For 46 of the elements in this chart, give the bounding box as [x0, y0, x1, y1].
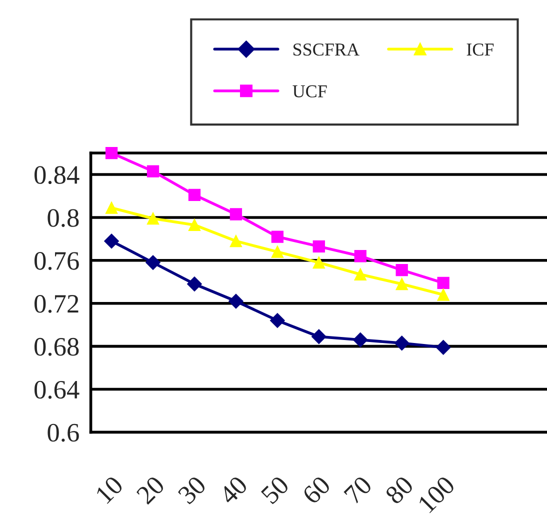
x-tick-label: 60: [302, 475, 332, 505]
point: [312, 256, 325, 269]
point: [270, 313, 285, 328]
x-tick-label: 20: [136, 475, 166, 505]
x-tick-label: 50: [260, 475, 290, 505]
point: [354, 250, 366, 262]
point: [396, 278, 408, 290]
point: [105, 146, 118, 160]
x-tick-label: 100: [418, 475, 456, 514]
point: [312, 329, 326, 344]
y-tick-label: 0.64: [34, 380, 80, 399]
point: [230, 235, 242, 248]
legend-label: SSCFRA: [293, 44, 360, 56]
point: [437, 288, 450, 301]
point: [271, 230, 284, 243]
point: [312, 240, 325, 253]
point: [436, 340, 451, 355]
point: [104, 234, 119, 248]
x-tick-label: 10: [95, 475, 124, 504]
point: [187, 276, 202, 292]
y-tick-label: 0.76: [34, 252, 79, 270]
point: [271, 246, 284, 258]
point: [354, 268, 366, 280]
point: [352, 332, 368, 348]
point: [394, 336, 410, 350]
point: [228, 294, 244, 309]
legend-label: UCF: [292, 85, 327, 98]
point: [188, 188, 201, 201]
point: [146, 165, 160, 178]
point: [396, 264, 408, 276]
point: [105, 202, 118, 214]
point: [146, 212, 160, 225]
y-tick-label: 0.72: [34, 294, 78, 313]
y-tick-label: 0.8: [48, 209, 79, 227]
x-tick-label: 40: [218, 475, 248, 506]
y-tick-label: 0.6: [48, 424, 79, 442]
legend-label: ICF: [466, 44, 494, 56]
x-tick-label: 30: [177, 475, 207, 505]
point: [188, 218, 201, 232]
point: [230, 208, 242, 220]
point: [146, 255, 160, 270]
point: [437, 276, 450, 290]
x-tick-label: 80: [384, 475, 414, 505]
y-tick-label: 0.84: [34, 166, 80, 184]
y-tick-label: 0.68: [34, 338, 79, 356]
x-tick-label: 70: [343, 475, 373, 504]
